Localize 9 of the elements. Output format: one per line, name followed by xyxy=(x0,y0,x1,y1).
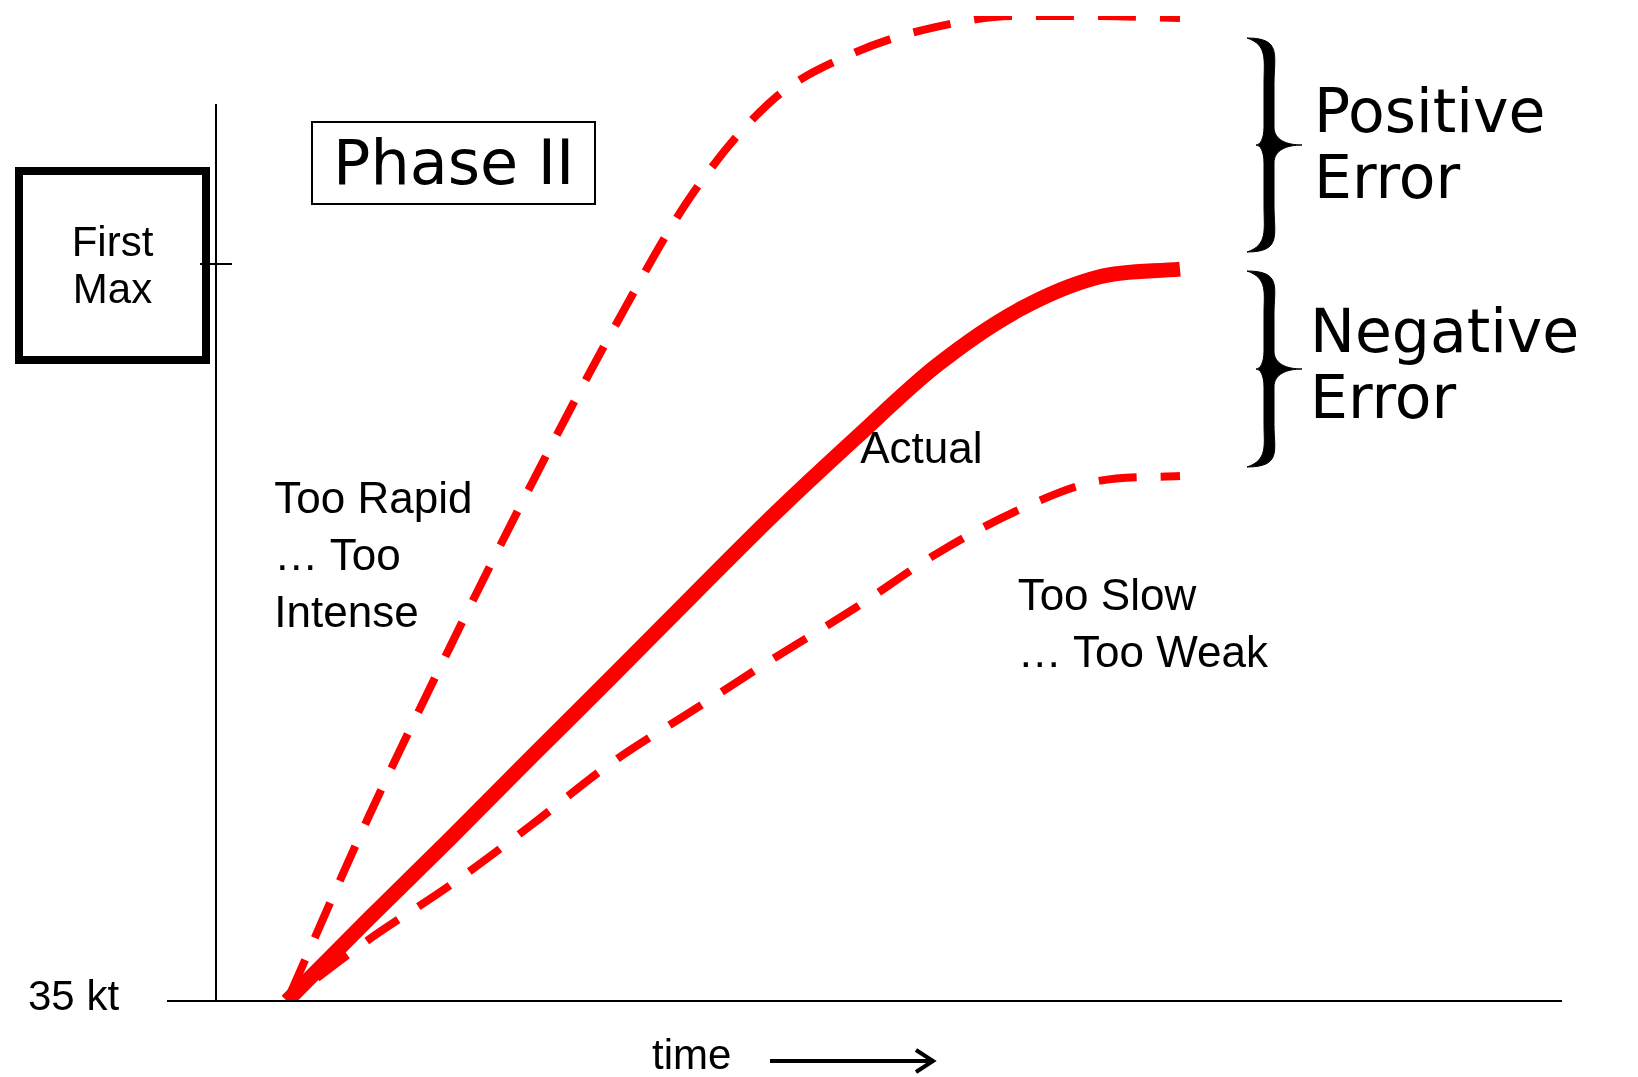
series-label: Too Rapid … Too Intense xyxy=(274,472,473,636)
x-axis-title: time xyxy=(652,1031,732,1077)
text: First Max xyxy=(15,167,210,364)
text: Negative Error xyxy=(1310,296,1580,432)
series-label: Too Slow … Too Weak xyxy=(1017,569,1269,676)
annotation: Phase II xyxy=(311,121,597,206)
text: Positive Error xyxy=(1314,76,1546,212)
series-label: Actual xyxy=(860,422,983,472)
ref-line-label: 35 kt xyxy=(28,972,120,1020)
